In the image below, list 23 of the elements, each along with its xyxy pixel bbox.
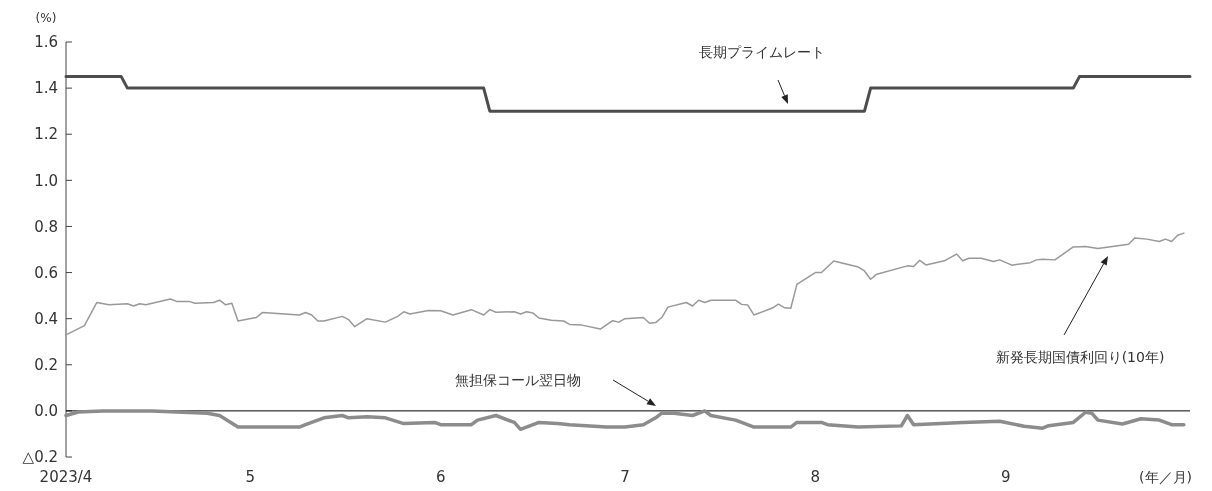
y-tick-label: 0.4 [34, 309, 58, 328]
y-tick-label: 1.6 [34, 33, 58, 52]
annotation: 無担保コール翌日物 [455, 372, 581, 388]
y-tick-label: △0.2 [22, 448, 58, 467]
y-tick-label: 0.2 [34, 356, 58, 375]
x-tick-label: 6 [435, 468, 446, 486]
line-series [65, 232, 1185, 336]
y-tick-label: 0.8 [34, 217, 58, 236]
x-tick-label: 2023/4 [39, 468, 93, 486]
y-tick-label: 1.2 [34, 125, 58, 144]
y-axis-title: (%) [35, 11, 57, 25]
x-tick-label: 7 [620, 468, 630, 486]
y-tick-label: 0.0 [34, 402, 58, 421]
x-tick-label: 5 [245, 468, 256, 486]
x-tick-label: 9 [1000, 468, 1011, 486]
annotation: 新発長期国債利回り(10年) [995, 349, 1165, 365]
annotation: 長期プライムレート [699, 44, 825, 60]
x-tick-label: 8 [810, 468, 821, 486]
y-tick-label: 1.4 [34, 79, 58, 98]
text: (年／月) [1139, 469, 1192, 485]
line-series [64, 409, 1186, 432]
y-tick-label: 1.0 [34, 171, 58, 190]
y-tick-label: 0.6 [34, 263, 58, 282]
